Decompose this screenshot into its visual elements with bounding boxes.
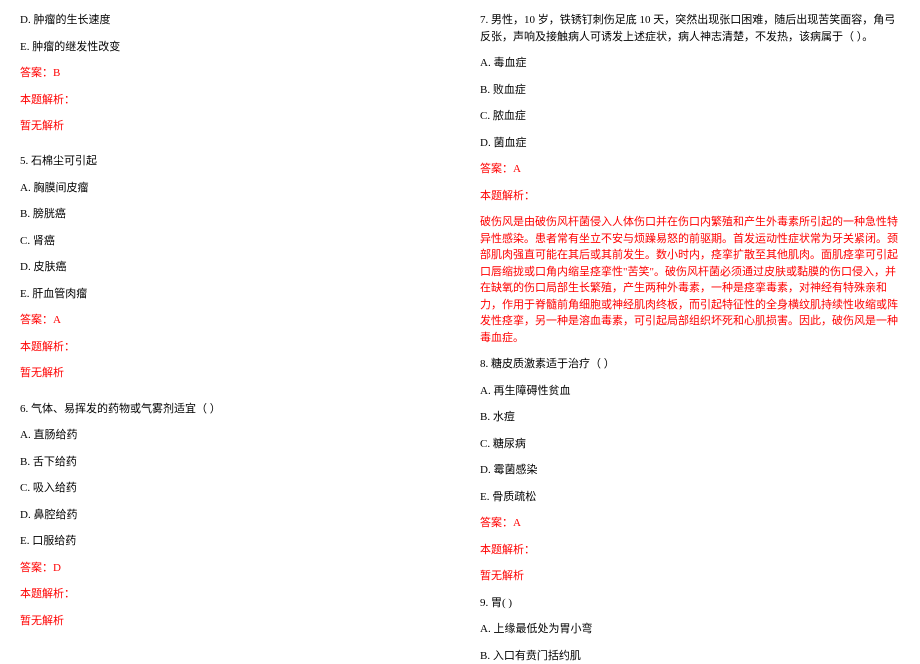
question-7: 7. 男性，10 岁，铁锈钉刺伤足底 10 天，突然出现张口困难，随后出现苦笑面…	[480, 12, 900, 45]
analysis-text: 暂无解析	[20, 613, 440, 630]
option-e: E. 骨质疏松	[480, 489, 900, 506]
analysis-text: 暂无解析	[480, 568, 900, 585]
option-b: B. 入口有贲门括约肌	[480, 648, 900, 664]
option-d: D. 菌血症	[480, 135, 900, 152]
option-b: B. 舌下给药	[20, 454, 440, 471]
option-e: E. 口服给药	[20, 533, 440, 550]
option-a: A. 再生障碍性贫血	[480, 383, 900, 400]
spacer	[20, 145, 440, 154]
right-column: 7. 男性，10 岁，铁锈钉刺伤足底 10 天，突然出现张口困难，随后出现苦笑面…	[480, 12, 900, 639]
analysis-label: 本题解析：	[480, 188, 900, 205]
option-d: D. 肿瘤的生长速度	[20, 12, 440, 29]
analysis-text: 暂无解析	[20, 365, 440, 382]
option-d: D. 霉菌感染	[480, 462, 900, 479]
spacer	[20, 392, 440, 401]
option-a: A. 上缘最低处为胃小弯	[480, 621, 900, 638]
option-c: C. 糖尿病	[480, 436, 900, 453]
question-8: 8. 糖皮质激素适于治疗（ ）	[480, 356, 900, 373]
answer-text: 答案：D	[20, 560, 440, 577]
analysis-label: 本题解析：	[20, 92, 440, 109]
option-b: B. 败血症	[480, 82, 900, 99]
option-b: B. 水痘	[480, 409, 900, 426]
analysis-label: 本题解析：	[480, 542, 900, 559]
option-d: D. 皮肤癌	[20, 259, 440, 276]
answer-text: 答案：B	[20, 65, 440, 82]
question-5: 5. 石棉尘可引起	[20, 153, 440, 170]
answer-text: 答案：A	[20, 312, 440, 329]
option-c: C. 吸入给药	[20, 480, 440, 497]
option-a: A. 毒血症	[480, 55, 900, 72]
question-6: 6. 气体、易挥发的药物或气雾剂适宜（ ）	[20, 401, 440, 418]
left-column: D. 肿瘤的生长速度 E. 肿瘤的继发性改变 答案：B 本题解析： 暂无解析 5…	[20, 12, 440, 639]
analysis-text: 破伤风是由破伤风杆菌侵入人体伤口并在伤口内繁殖和产生外毒素所引起的一种急性特异性…	[480, 214, 900, 346]
analysis-label: 本题解析：	[20, 339, 440, 356]
answer-text: 答案：A	[480, 515, 900, 532]
option-d: D. 鼻腔给药	[20, 507, 440, 524]
analysis-label: 本题解析：	[20, 586, 440, 603]
option-c: C. 脓血症	[480, 108, 900, 125]
analysis-text: 暂无解析	[20, 118, 440, 135]
option-a: A. 直肠给药	[20, 427, 440, 444]
option-a: A. 胸膜间皮瘤	[20, 180, 440, 197]
option-b: B. 膀胱癌	[20, 206, 440, 223]
option-c: C. 肾癌	[20, 233, 440, 250]
option-e: E. 肝血管肉瘤	[20, 286, 440, 303]
option-e: E. 肿瘤的继发性改变	[20, 39, 440, 56]
answer-text: 答案：A	[480, 161, 900, 178]
question-9: 9. 胃( )	[480, 595, 900, 612]
